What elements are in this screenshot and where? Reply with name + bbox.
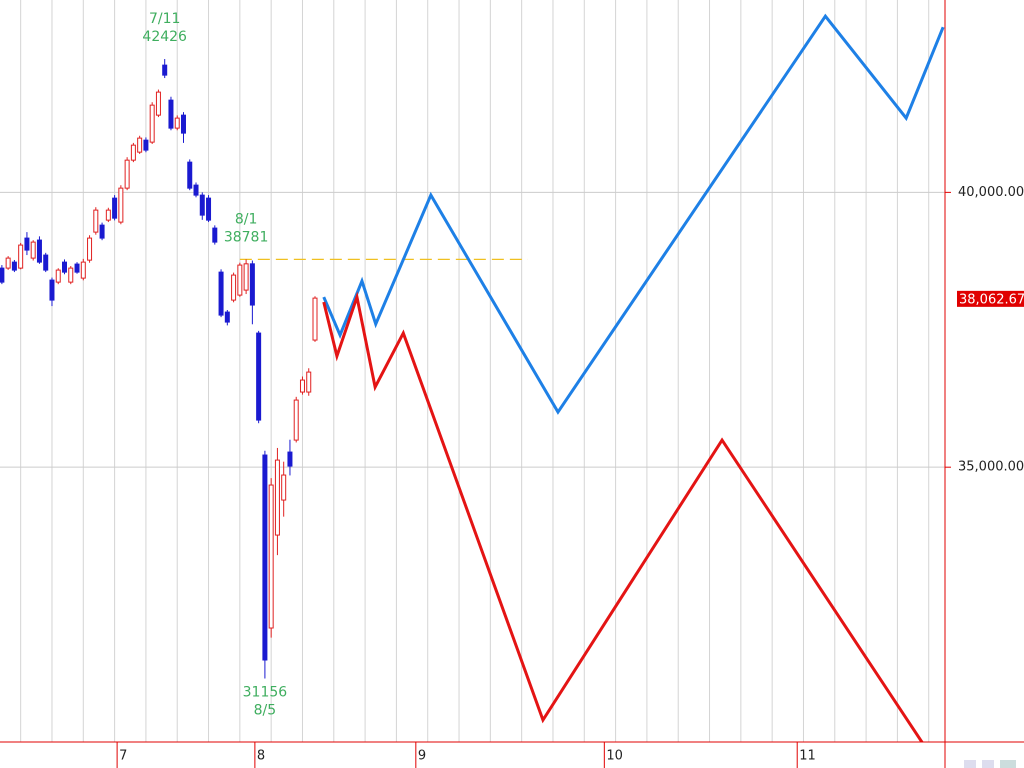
candle-body — [130, 144, 136, 161]
candle-body — [243, 263, 249, 291]
candle-body — [149, 104, 155, 143]
candle-body — [99, 224, 105, 239]
candle-body — [112, 197, 118, 219]
annotation-date: 8/5 — [254, 702, 277, 718]
candle-body — [87, 237, 93, 261]
candle-body — [180, 114, 186, 134]
plot-area — [0, 0, 945, 742]
x-tick-label: 7 — [119, 749, 127, 764]
annotation-date: 7/11 — [149, 11, 180, 27]
x-tick-label: 8 — [257, 749, 265, 764]
price-tag — [957, 290, 1024, 307]
candle-body — [212, 227, 218, 243]
candle-body — [68, 267, 74, 283]
toolbar-icon[interactable] — [964, 760, 976, 768]
candle-body — [74, 263, 80, 273]
candle-body — [287, 451, 293, 467]
candle-body — [143, 139, 149, 151]
candle-body — [0, 267, 5, 283]
candle-body — [137, 137, 143, 153]
candle-body — [24, 237, 30, 251]
candle-body — [18, 244, 24, 269]
candle-body — [5, 257, 11, 269]
price-tag-label: 38,062.67 — [959, 292, 1024, 307]
candle-body — [274, 459, 280, 536]
candle-body — [55, 269, 61, 283]
toolbar-icon[interactable] — [1000, 760, 1016, 768]
annotation-value: 42426 — [142, 29, 187, 45]
candle-body — [30, 241, 36, 259]
candle-body — [218, 271, 224, 316]
candle-body — [168, 99, 174, 129]
candle-body — [249, 263, 255, 306]
x-tick-label: 10 — [606, 749, 623, 764]
candle-body — [262, 454, 268, 661]
y-tick-label: 40,000.00 — [958, 185, 1024, 200]
candle-body — [36, 239, 42, 263]
candle-body — [231, 274, 237, 301]
projection-line — [322, 291, 924, 742]
candle-body — [93, 209, 99, 233]
candle-body — [306, 371, 312, 393]
candle-body — [124, 159, 130, 189]
x-tick-label: 11 — [799, 749, 816, 764]
candle-body — [62, 261, 68, 273]
candle-body — [155, 91, 161, 116]
projection-line — [322, 13, 945, 415]
candle-body — [256, 332, 262, 421]
candle-body — [105, 209, 111, 221]
candle-body — [199, 194, 205, 216]
x-tick-label: 9 — [418, 749, 426, 764]
candle-body — [43, 254, 49, 271]
candle-body — [11, 261, 17, 271]
candle-body — [312, 297, 318, 341]
candle-body — [118, 187, 124, 223]
annotation-value: 38781 — [224, 229, 269, 245]
candle-body — [206, 197, 212, 221]
candle-body — [162, 64, 168, 76]
candle-body — [187, 161, 193, 189]
toolbar-icon[interactable] — [982, 760, 994, 768]
annotation-date: 8/1 — [235, 211, 258, 227]
candle-body — [49, 279, 55, 301]
annotation-value: 31156 — [243, 684, 288, 700]
y-tick-label: 35,000.00 — [958, 460, 1024, 475]
candle-body — [237, 264, 243, 296]
candle-body — [299, 379, 305, 393]
candle-body — [80, 261, 86, 279]
candle-body — [224, 311, 230, 323]
candle-body — [193, 184, 199, 196]
candle-body — [281, 474, 287, 501]
candle-body — [174, 117, 180, 129]
candle-body — [293, 399, 299, 441]
candle-body — [268, 484, 274, 629]
